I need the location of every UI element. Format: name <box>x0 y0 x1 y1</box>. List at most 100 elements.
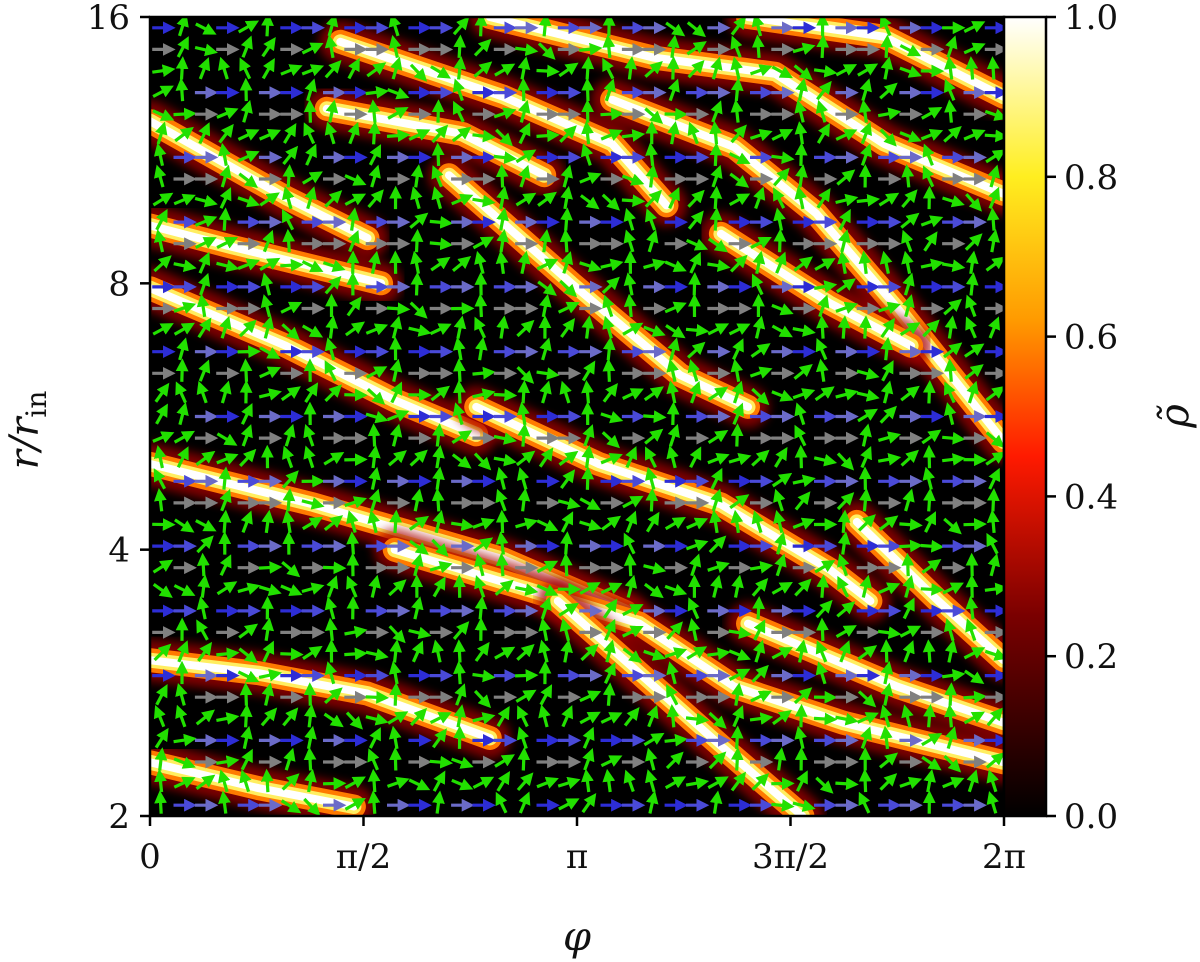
velocity-arrow <box>792 388 816 401</box>
velocity-arrow <box>388 661 402 685</box>
velocity-arrow <box>474 250 487 275</box>
velocity-arrow <box>408 778 431 791</box>
velocity-arrow <box>515 149 537 164</box>
velocity-arrow <box>879 128 897 147</box>
velocity-arrow <box>431 538 449 557</box>
velocity-arrow <box>835 625 857 638</box>
velocity-arrow <box>665 324 686 339</box>
velocity-arrow <box>175 358 189 382</box>
velocity-arrow <box>365 366 388 379</box>
velocity-arrow <box>451 255 472 272</box>
velocity-arrow <box>198 122 211 145</box>
velocity-arrow <box>731 380 744 404</box>
velocity-arrow <box>602 57 615 80</box>
velocity-arrow <box>835 278 857 294</box>
velocity-arrow <box>301 42 324 55</box>
velocity-arrow <box>965 250 979 275</box>
velocity-arrow <box>240 748 253 771</box>
velocity-arrow <box>196 535 214 554</box>
y-tick-label: 16 <box>87 0 130 38</box>
velocity-arrow <box>643 258 667 271</box>
velocity-arrow <box>793 364 813 380</box>
velocity-arrow <box>495 250 509 275</box>
velocity-arrow <box>365 648 389 661</box>
velocity-arrow <box>922 466 935 490</box>
velocity-arrow <box>837 315 851 339</box>
velocity-arrow <box>238 172 259 188</box>
velocity-arrow <box>751 577 769 597</box>
velocity-arrow <box>707 452 730 465</box>
velocity-arrow <box>858 315 872 339</box>
velocity-arrow <box>176 17 189 37</box>
velocity-arrow <box>495 128 513 147</box>
velocity-arrow <box>194 43 218 57</box>
velocity-arrow <box>281 323 300 341</box>
velocity-arrow <box>153 643 172 662</box>
velocity-arrow <box>623 552 637 577</box>
velocity-arrow <box>196 596 210 620</box>
velocity-arrow <box>281 560 301 578</box>
velocity-arrow <box>707 647 731 661</box>
velocity-arrow <box>431 728 447 749</box>
velocity-arrow <box>985 149 1004 164</box>
velocity-arrow <box>623 707 640 727</box>
velocity-arrow <box>920 129 944 141</box>
velocity-arrow <box>301 64 325 77</box>
velocity-arrow <box>493 107 517 120</box>
velocity-arrow <box>794 99 807 123</box>
velocity-arrow <box>538 228 552 253</box>
velocity-arrow <box>153 164 167 188</box>
velocity-arrow <box>239 769 252 793</box>
velocity-arrow <box>303 704 317 728</box>
velocity-arrow <box>645 142 658 166</box>
velocity-arrow <box>773 747 787 771</box>
velocity-arrow <box>152 431 175 444</box>
velocity-arrow <box>451 126 472 143</box>
velocity-arrow <box>324 190 343 208</box>
velocity-arrow <box>305 143 317 166</box>
velocity-arrow <box>600 411 624 424</box>
velocity-arrow <box>518 99 531 123</box>
velocity-arrow <box>687 597 700 620</box>
velocity-arrow <box>730 725 744 749</box>
velocity-arrow <box>602 294 615 318</box>
velocity-arrow <box>794 578 812 597</box>
velocity-arrow <box>943 517 962 535</box>
velocity-arrow <box>579 194 600 210</box>
velocity-arrow <box>451 778 474 791</box>
velocity-arrow <box>432 770 446 792</box>
velocity-arrow <box>772 167 790 187</box>
velocity-arrow <box>346 510 359 534</box>
velocity-arrow <box>303 424 316 447</box>
velocity-arrow <box>600 107 624 121</box>
velocity-arrow <box>773 207 786 231</box>
velocity-arrow <box>622 604 644 617</box>
velocity-arrow <box>944 682 958 706</box>
velocity-arrow <box>792 799 816 812</box>
x-axis-label: φ <box>563 914 591 960</box>
velocity-arrow <box>792 42 816 55</box>
velocity-arrow <box>560 251 574 274</box>
velocity-arrow <box>835 712 859 726</box>
velocity-arrow <box>558 62 579 78</box>
velocity-arrow <box>560 639 573 663</box>
velocity-arrow <box>752 250 766 275</box>
velocity-arrow <box>219 187 232 209</box>
velocity-arrow <box>474 293 488 318</box>
velocity-arrow <box>879 17 892 37</box>
velocity-arrow <box>899 65 922 78</box>
velocity-arrow <box>431 165 444 188</box>
velocity-arrow <box>710 467 723 490</box>
velocity-arrow <box>559 279 578 298</box>
velocity-arrow <box>410 250 423 275</box>
velocity-arrow <box>367 790 381 814</box>
velocity-arrow <box>560 531 573 555</box>
velocity-arrow <box>282 228 296 253</box>
velocity-arrow <box>389 315 403 339</box>
velocity-arrow <box>942 195 965 208</box>
velocity-arrow <box>707 386 729 401</box>
velocity-arrow <box>579 259 602 273</box>
velocity-arrow <box>390 381 403 404</box>
velocity-arrow <box>646 229 659 253</box>
velocity-arrow <box>963 690 987 704</box>
